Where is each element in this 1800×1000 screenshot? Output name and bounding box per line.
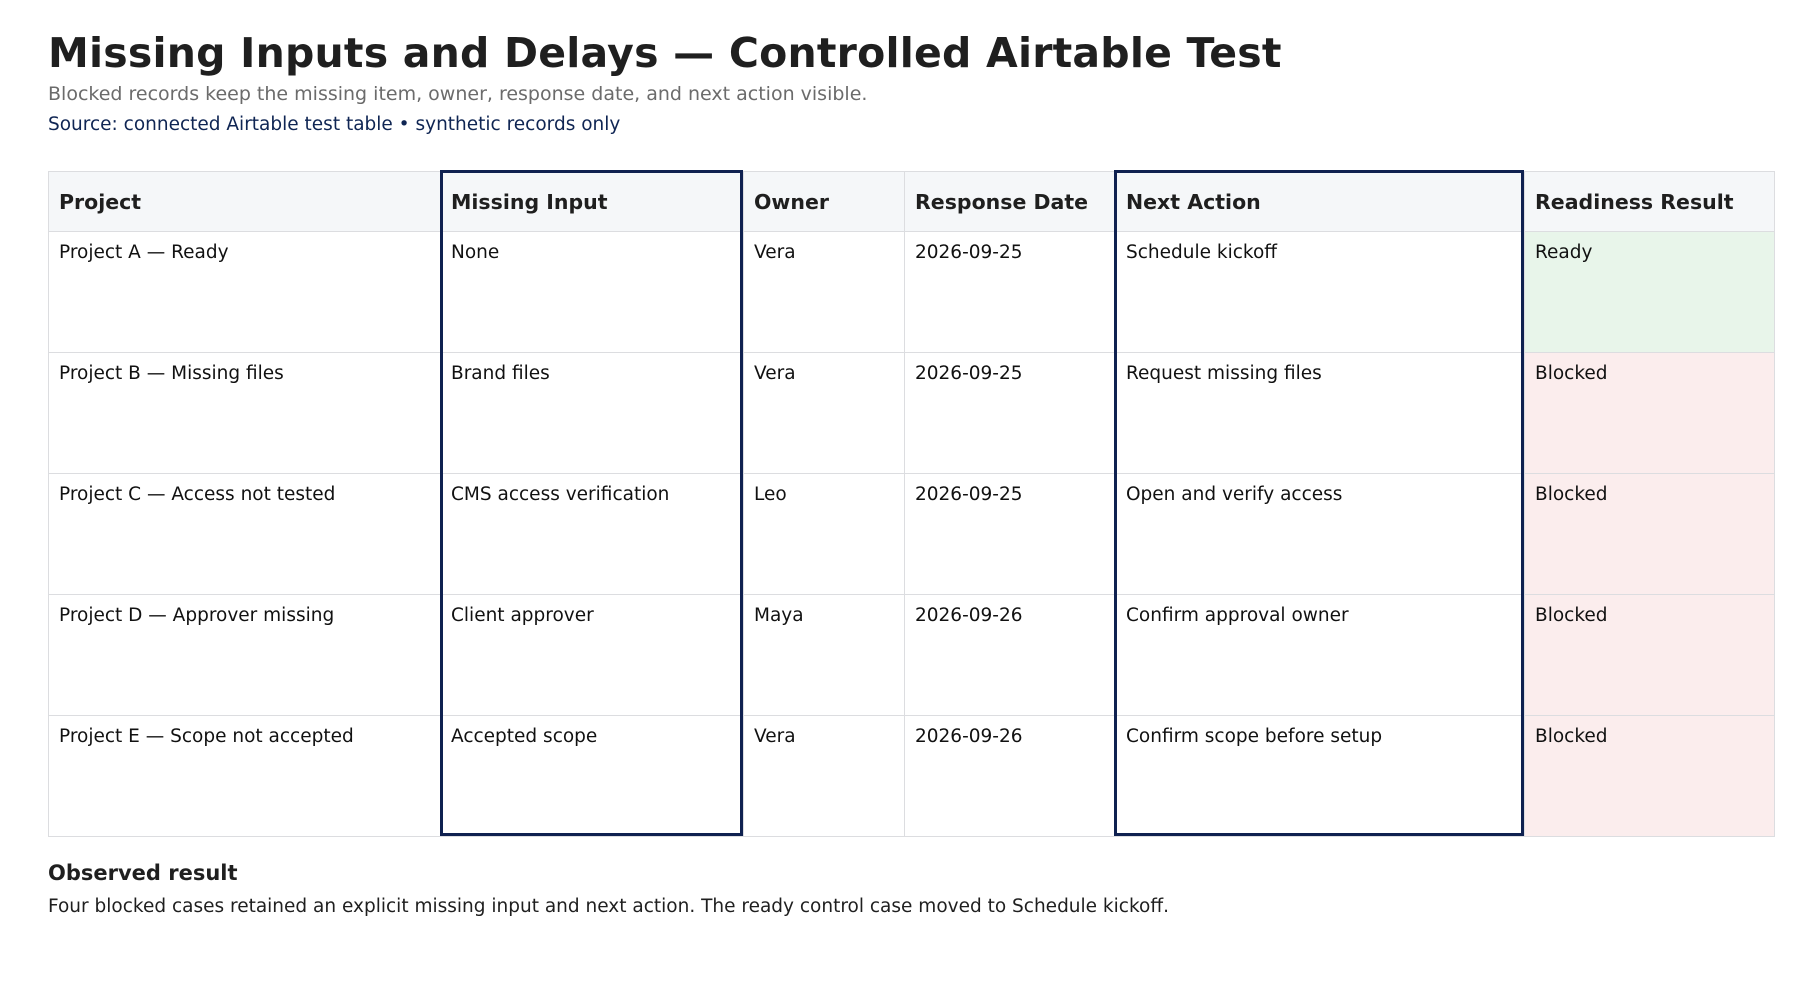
cell-readiness-result[interactable]: Ready: [1524, 231, 1775, 353]
table-row[interactable]: Project E — Scope not accepted Accepted …: [48, 715, 1775, 837]
table-header-row: Project Missing Input Owner Response Dat…: [48, 171, 1775, 232]
column-header-owner[interactable]: Owner: [743, 171, 905, 232]
cell-project[interactable]: Project E — Scope not accepted: [48, 715, 441, 837]
cell-owner[interactable]: Maya: [743, 594, 905, 716]
table-row[interactable]: Project B — Missing files Brand files Ve…: [48, 352, 1775, 474]
cell-response-date[interactable]: 2026-09-25: [904, 473, 1116, 595]
cell-missing-input[interactable]: Accepted scope: [440, 715, 744, 837]
source-note: Source: connected Airtable test table • …: [48, 114, 621, 135]
table-row[interactable]: Project A — Ready None Vera 2026-09-25 S…: [48, 231, 1775, 353]
cell-response-date[interactable]: 2026-09-25: [904, 231, 1116, 353]
cell-next-action[interactable]: Open and verify access: [1115, 473, 1525, 595]
column-header-readiness-result[interactable]: Readiness Result: [1524, 171, 1775, 232]
cell-project[interactable]: Project D — Approver missing: [48, 594, 441, 716]
readiness-table-container: Project Missing Input Owner Response Dat…: [48, 170, 1775, 837]
cell-owner[interactable]: Leo: [743, 473, 905, 595]
cell-readiness-result[interactable]: Blocked: [1524, 715, 1775, 837]
cell-next-action[interactable]: Request missing files: [1115, 352, 1525, 474]
cell-readiness-result[interactable]: Blocked: [1524, 594, 1775, 716]
page: Missing Inputs and Delays — Controlled A…: [48, 0, 1775, 917]
cell-response-date[interactable]: 2026-09-25: [904, 352, 1116, 474]
observed-result-section: Observed result Four blocked cases retai…: [48, 858, 1774, 920]
column-header-next-action[interactable]: Next Action: [1115, 171, 1525, 232]
cell-missing-input[interactable]: CMS access verification: [440, 473, 744, 595]
cell-missing-input[interactable]: Client approver: [440, 594, 744, 716]
page-title: Missing Inputs and Delays — Controlled A…: [48, 29, 1282, 77]
table-row[interactable]: Project D — Approver missing Client appr…: [48, 594, 1775, 716]
cell-next-action[interactable]: Schedule kickoff: [1115, 231, 1525, 353]
cell-missing-input[interactable]: None: [440, 231, 744, 353]
cell-owner[interactable]: Vera: [743, 352, 905, 474]
observed-result-text: Four blocked cases retained an explicit …: [48, 896, 1169, 917]
cell-next-action[interactable]: Confirm approval owner: [1115, 594, 1525, 716]
page-subtitle: Blocked records keep the missing item, o…: [48, 83, 868, 105]
cell-project[interactable]: Project C — Access not tested: [48, 473, 441, 595]
cell-owner[interactable]: Vera: [743, 715, 905, 837]
readiness-table: Project Missing Input Owner Response Dat…: [48, 171, 1775, 837]
column-header-missing-input[interactable]: Missing Input: [440, 171, 744, 232]
cell-project[interactable]: Project B — Missing files: [48, 352, 441, 474]
cell-project[interactable]: Project A — Ready: [48, 231, 441, 353]
cell-owner[interactable]: Vera: [743, 231, 905, 353]
cell-readiness-result[interactable]: Blocked: [1524, 473, 1775, 595]
cell-readiness-result[interactable]: Blocked: [1524, 352, 1775, 474]
table-row[interactable]: Project C — Access not tested CMS access…: [48, 473, 1775, 595]
cell-response-date[interactable]: 2026-09-26: [904, 715, 1116, 837]
cell-response-date[interactable]: 2026-09-26: [904, 594, 1116, 716]
cell-missing-input[interactable]: Brand files: [440, 352, 744, 474]
cell-next-action[interactable]: Confirm scope before setup: [1115, 715, 1525, 837]
column-header-response-date[interactable]: Response Date: [904, 171, 1116, 232]
column-header-project[interactable]: Project: [48, 171, 441, 232]
observed-result-heading: Observed result: [48, 861, 238, 885]
